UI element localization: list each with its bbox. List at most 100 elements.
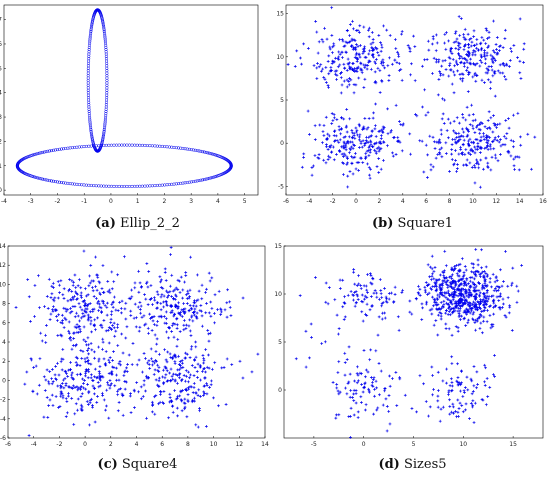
data-point [51,380,55,384]
data-point [371,54,374,58]
data-point [49,149,54,153]
data-point [457,415,460,418]
data-point [87,105,91,109]
data-point [369,67,373,71]
data-point [507,126,511,130]
data-point [342,318,346,321]
data-point [89,29,93,33]
data-point [359,395,363,399]
data-point [94,328,97,332]
data-point [81,312,85,315]
data-point [479,135,483,139]
data-point [111,301,115,304]
data-point [122,143,126,147]
data-point [374,135,378,138]
data-point [432,304,435,308]
data-point [171,377,175,381]
data-point [151,303,154,306]
data-point [217,404,220,408]
data-point [97,370,101,373]
data-point [184,271,188,274]
data-point [78,372,82,376]
data-point [185,180,189,185]
data-point [386,64,390,68]
data-point [475,386,478,390]
data-point [128,394,132,398]
data-point [377,362,381,365]
data-point [458,268,462,272]
data-point [91,384,95,388]
y-tick-label: 6 [0,41,2,48]
data-point [343,153,347,157]
data-point [375,291,379,295]
data-point [476,145,480,149]
data-point [428,134,432,138]
data-point [436,389,440,392]
data-point [444,296,448,300]
data-point [73,145,77,149]
data-point [363,66,367,69]
x-tick-label: 6 [160,441,164,448]
data-point [482,137,486,141]
data-point [192,311,196,315]
data-point [102,126,107,130]
data-point [320,38,324,41]
data-point [495,289,499,293]
data-point [323,340,327,344]
data-point [390,62,394,66]
data-point [324,115,328,119]
data-point [457,301,461,304]
data-point [335,153,338,156]
data-point [442,303,446,306]
data-point [87,48,91,52]
data-point [484,27,488,30]
data-point [489,80,493,84]
data-point [441,304,445,308]
data-point [385,28,389,32]
data-point [491,49,495,53]
data-point [429,278,433,282]
data-point [447,393,450,397]
data-point [87,343,91,347]
data-point [342,117,346,121]
data-point [108,386,112,390]
data-point [400,30,404,33]
data-point [180,379,183,383]
data-point [87,100,91,104]
data-point [395,61,399,65]
data-point [337,392,341,396]
data-point [466,142,470,146]
data-point [428,405,432,409]
data-point [467,38,471,42]
data-point [486,78,490,82]
data-point [192,374,196,378]
data-point [447,39,450,43]
data-point [204,311,208,315]
data-point [373,127,377,131]
data-point [394,47,398,50]
data-point [478,139,482,143]
data-point [434,156,438,160]
data-point [486,395,490,399]
data-point [70,289,74,293]
data-point [440,117,444,121]
y-tick-label: 12 [0,262,6,269]
data-point [456,380,459,384]
data-point [368,173,371,177]
data-point [46,149,50,153]
data-point [358,24,362,28]
data-point [103,33,107,37]
data-point [77,302,81,306]
data-point [300,62,303,66]
data-point [44,333,47,337]
data-point [174,146,178,150]
data-point [399,68,403,71]
data-point [466,49,470,53]
data-point [522,47,526,51]
data-point [522,42,526,46]
data-point [74,361,78,364]
data-point [212,396,215,400]
data-point [352,143,355,147]
data-point [356,298,360,301]
data-point [374,349,378,353]
